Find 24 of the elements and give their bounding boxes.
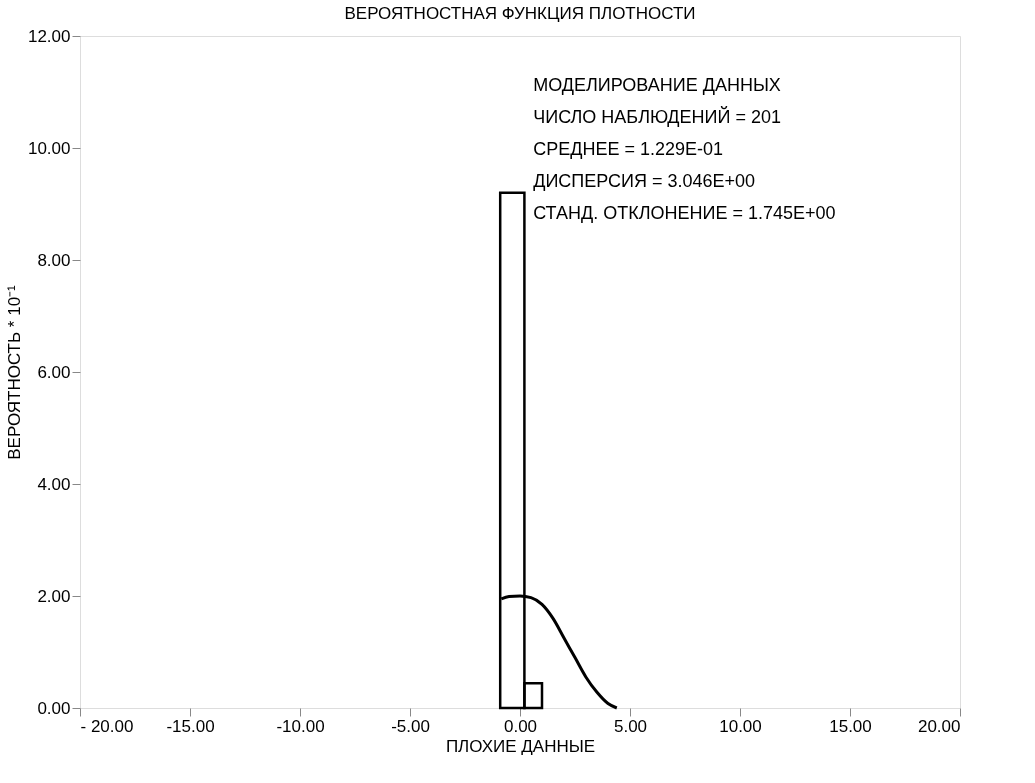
x-tick-label: 15.00 — [829, 716, 872, 736]
x-tick-label: -5.00 — [391, 716, 430, 736]
x-tick-label: -10.00 — [276, 716, 325, 736]
y-tick-label: 0.00 — [37, 698, 71, 718]
annotation: ДИСПЕРСИЯ = 3.046E+00 — [533, 171, 756, 191]
y-tick-label: 2.00 — [37, 586, 71, 606]
y-tick-label: 12.00 — [27, 26, 71, 46]
x-tick-label: -15.00 — [166, 716, 215, 736]
y-axis-title: ВЕРОЯТНОСТЬ * 10⁻¹ — [4, 284, 24, 460]
y-tick-label: 6.00 — [37, 362, 71, 382]
x-tick-label: 10.00 — [719, 716, 762, 736]
y-tick-label: 4.00 — [37, 474, 71, 494]
x-axis-title: ПЛОХИЕ ДАННЫЕ — [445, 736, 596, 756]
chart-title: ВЕРОЯТНОСТНАЯ ФУНКЦИЯ ПЛОТНОСТИ — [344, 4, 696, 23]
annotation: ЧИСЛО НАБЛЮДЕНИЙ = 201 — [533, 106, 781, 127]
annotation: МОДЕЛИРОВАНИЕ ДАННЫХ — [533, 75, 781, 95]
x-tick-label: 20.00 — [917, 716, 961, 736]
y-tick-label: 10.00 — [27, 138, 71, 158]
annotation: СТАНД. ОТКЛОНЕНИЕ = 1.745E+00 — [533, 203, 836, 223]
x-tick-label: 0.00 — [503, 716, 538, 736]
y-tick-label: 8.00 — [37, 250, 71, 270]
annotation: СРЕДНЕЕ = 1.229E-01 — [533, 139, 723, 159]
x-tick-label: 5.00 — [613, 716, 648, 736]
x-tick-label: - 20.00 — [80, 716, 134, 736]
